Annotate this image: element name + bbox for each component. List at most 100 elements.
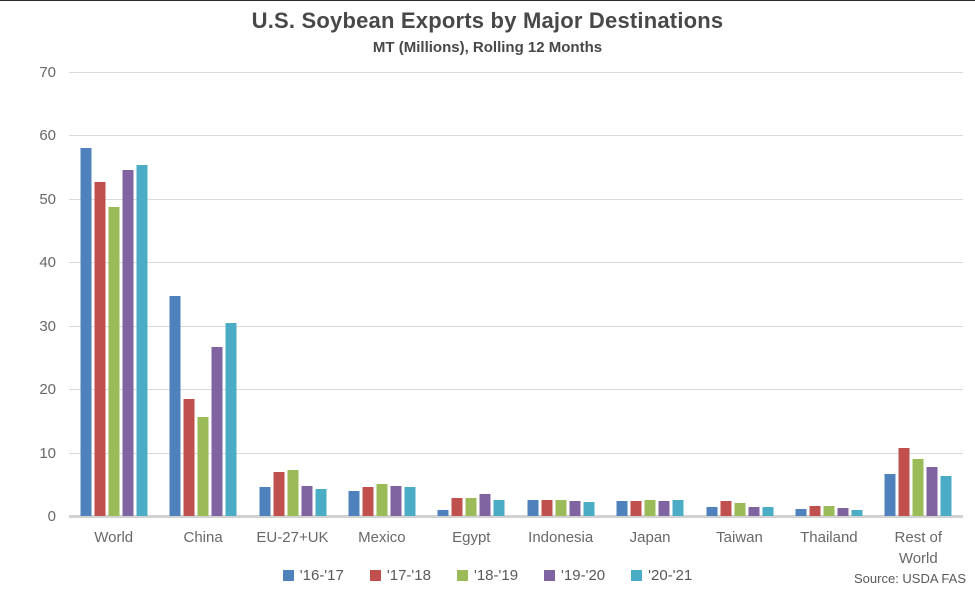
bar-thailand-19-20 (837, 508, 849, 516)
y-tick-label-0: 0 (47, 508, 56, 525)
bar-group-egypt (437, 494, 505, 516)
legend-label: '20-'21 (648, 567, 693, 584)
bar-china-16-17 (169, 295, 181, 516)
bar-eu-27-uk-16-17 (259, 487, 270, 516)
legend-item-19-20: '19-'20 (544, 567, 605, 584)
y-tick-label-20: 20 (39, 381, 56, 399)
bar-group-taiwan (706, 500, 773, 516)
bar-thailand-20-21 (851, 510, 863, 516)
bar-mexico-16-17 (348, 490, 360, 516)
legend-swatch-icon (369, 570, 381, 581)
bar-eu-27-uk-20-21 (315, 489, 326, 516)
bar-group-china (169, 295, 237, 516)
bar-egypt-16-17 (437, 509, 449, 516)
bar-china-20-21 (225, 323, 237, 516)
x-category-label-world: World (94, 529, 134, 546)
x-axis: World China EU-27+UK Mexico Egypt Indonesia Ja… (69, 527, 963, 575)
bar-group-indonesia (527, 499, 595, 516)
gridline-30 (69, 325, 963, 327)
x-category-label-thailand: Thailand (800, 529, 858, 546)
legend-label: '17-'18 (386, 567, 431, 584)
bar-egypt-20-21 (493, 499, 505, 516)
bar-eu-27-uk-19-20 (301, 485, 312, 516)
legend-swatch-icon (631, 570, 643, 581)
bar-japan-20-21 (672, 500, 684, 516)
bar-group-thailand (795, 505, 863, 516)
x-category-label-mexico: Mexico (358, 529, 406, 546)
legend-item-16-17: '16-'17 (282, 567, 344, 584)
bar-china-19-20 (211, 347, 223, 516)
y-axis: 0 10 20 30 40 50 60 70 (14, 64, 56, 525)
bar-taiwan-18-19 (734, 502, 745, 516)
legend-label: '16-'17 (299, 567, 344, 584)
bar-taiwan-16-17 (706, 506, 717, 516)
bar-taiwan-17-18 (720, 500, 731, 516)
bar-egypt-19-20 (479, 494, 491, 516)
bar-japan-18-19 (644, 500, 656, 516)
legend-swatch-icon (544, 570, 556, 581)
bar-indonesia-16-17 (527, 500, 539, 516)
x-category-label-eu-27-uk: EU-27+UK (256, 529, 329, 546)
bar-indonesia-17-18 (541, 500, 553, 516)
bar-china-17-18 (183, 399, 195, 516)
bar-eu-27-uk-17-18 (273, 472, 284, 516)
bar-world-16-17 (80, 148, 92, 516)
chart-title: U.S. Soybean Exports by Major Destinatio… (251, 8, 724, 33)
gridline-60 (69, 135, 963, 137)
bar-thailand-18-19 (823, 505, 835, 516)
x-category-label-japan: Japan (629, 529, 671, 546)
plot-area (69, 72, 963, 518)
y-tick-label-40: 40 (39, 254, 56, 272)
x-category-label-indonesia: Indonesia (528, 529, 594, 546)
bar-group-mexico (348, 483, 416, 516)
legend-item-20-21: '20-'21 (631, 567, 692, 584)
y-tick-label-50: 50 (39, 190, 56, 208)
bar-rest-of-world-16-17 (884, 474, 896, 516)
bar-indonesia-20-21 (583, 502, 595, 516)
bar-mexico-19-20 (390, 486, 402, 516)
bar-world-17-18 (94, 181, 106, 516)
bar-taiwan-20-21 (762, 506, 773, 516)
bar-rest-of-world-20-21 (940, 476, 952, 516)
legend-label: '19-'20 (561, 567, 606, 584)
x-category-label-china: China (183, 529, 223, 546)
x-category-label-rest-of-world: Rest of World (894, 529, 943, 567)
gridline-20 (69, 389, 963, 391)
y-tick-label-70: 70 (39, 64, 56, 81)
gridline-10 (69, 452, 963, 454)
bar-world-18-19 (108, 207, 120, 516)
bar-egypt-18-19 (465, 497, 477, 516)
gridline-50 (69, 198, 963, 200)
bar-group-rest-of-world (884, 447, 952, 516)
x-category-label-egypt: Egypt (452, 529, 491, 546)
y-tick-label-30: 30 (39, 317, 56, 335)
bar-japan-19-20 (658, 501, 670, 516)
gridline-40 (69, 262, 963, 264)
bar-world-20-21 (136, 164, 148, 516)
bar-group-eu-27-uk (259, 470, 326, 516)
y-tick-label-60: 60 (39, 127, 56, 145)
bar-group-world (80, 148, 148, 516)
bar-eu-27-uk-18-19 (287, 470, 298, 516)
bar-rest-of-world-18-19 (912, 458, 924, 516)
legend: '16-'17 '17-'18 '18-'19 '19-'20 '20-'21 (0, 567, 975, 584)
bar-japan-17-18 (630, 501, 642, 516)
bar-group-japan (616, 500, 684, 516)
bar-mexico-18-19 (376, 483, 388, 516)
chart-subtitle: MT (Millions), Rolling 12 Months (372, 39, 603, 56)
bar-mexico-20-21 (404, 486, 416, 516)
bar-japan-16-17 (616, 501, 628, 516)
bar-rest-of-world-17-18 (898, 447, 910, 516)
source-note: Source: USDA FAS (854, 571, 966, 586)
legend-swatch-icon (282, 570, 294, 581)
bar-indonesia-18-19 (555, 499, 567, 516)
bar-egypt-17-18 (451, 497, 463, 516)
legend-item-18-19: '18-'19 (456, 567, 518, 584)
bar-taiwan-19-20 (748, 507, 759, 516)
bar-mexico-17-18 (362, 487, 374, 516)
bar-world-19-20 (122, 170, 134, 516)
legend-item-17-18: '17-'18 (369, 567, 431, 584)
bar-indonesia-19-20 (569, 501, 581, 516)
y-tick-label-10: 10 (39, 444, 56, 462)
